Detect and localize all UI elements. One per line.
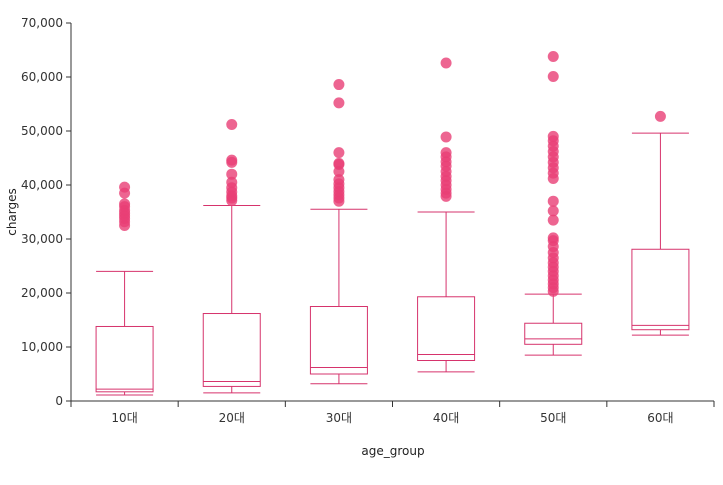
box-group	[524, 50, 583, 356]
outlier-point	[547, 205, 559, 217]
x-axis-title: age_group	[361, 444, 424, 458]
plot-area	[95, 50, 690, 396]
outlier-point	[547, 232, 559, 244]
iqr-box	[631, 248, 690, 331]
outlier-point	[440, 131, 452, 143]
box-group	[309, 79, 368, 385]
box-group	[202, 119, 261, 394]
x-axis: 10대 20대 30대 40대 50대 60대	[70, 400, 715, 425]
x-tick-label: 30대	[326, 411, 352, 425]
x-tick-label: 60대	[647, 411, 673, 425]
y-tick-label: 10,000	[21, 340, 63, 354]
outlier-point	[547, 70, 559, 82]
outlier-point	[654, 110, 666, 122]
y-tick-label: 40,000	[21, 178, 63, 192]
y-tick-label: 60,000	[21, 70, 63, 84]
outlier-point	[226, 119, 238, 131]
outlier-point	[226, 176, 238, 188]
y-tick-label: 0	[55, 394, 63, 408]
y-tick-label: 70,000	[21, 16, 63, 30]
x-tick-label: 40대	[433, 411, 459, 425]
outlier-point	[547, 130, 559, 142]
outlier-point	[440, 147, 452, 159]
iqr-box	[202, 313, 261, 387]
outlier-point	[333, 157, 345, 169]
x-tick-label: 10대	[111, 411, 137, 425]
outlier-point	[547, 195, 559, 207]
outlier-point	[333, 97, 345, 109]
x-tick-label: 20대	[219, 411, 245, 425]
outlier-point	[333, 147, 345, 159]
outlier-point	[547, 214, 559, 226]
y-axis: 0 10,000 20,000 30,000 40,000 50,000 60,000 70,…	[21, 16, 72, 408]
y-tick-label: 20,000	[21, 286, 63, 300]
iqr-box	[95, 325, 154, 393]
outlier-point	[440, 57, 452, 69]
x-tick-label: 50대	[540, 411, 566, 425]
iqr-box	[309, 306, 368, 375]
box-group	[417, 57, 476, 373]
iqr-box	[417, 296, 476, 361]
box-group	[631, 110, 690, 336]
y-axis-title: charges	[5, 188, 19, 236]
outlier-point	[547, 50, 559, 62]
outlier-point	[119, 198, 131, 210]
y-tick-label: 30,000	[21, 232, 63, 246]
outlier-point	[119, 181, 131, 193]
box-group	[95, 181, 154, 396]
outlier-point	[226, 154, 238, 166]
y-tick-label: 50,000	[21, 124, 63, 138]
outlier-point	[333, 174, 345, 186]
iqr-box	[524, 322, 583, 345]
outlier-point	[226, 168, 238, 180]
outlier-point	[333, 79, 345, 91]
